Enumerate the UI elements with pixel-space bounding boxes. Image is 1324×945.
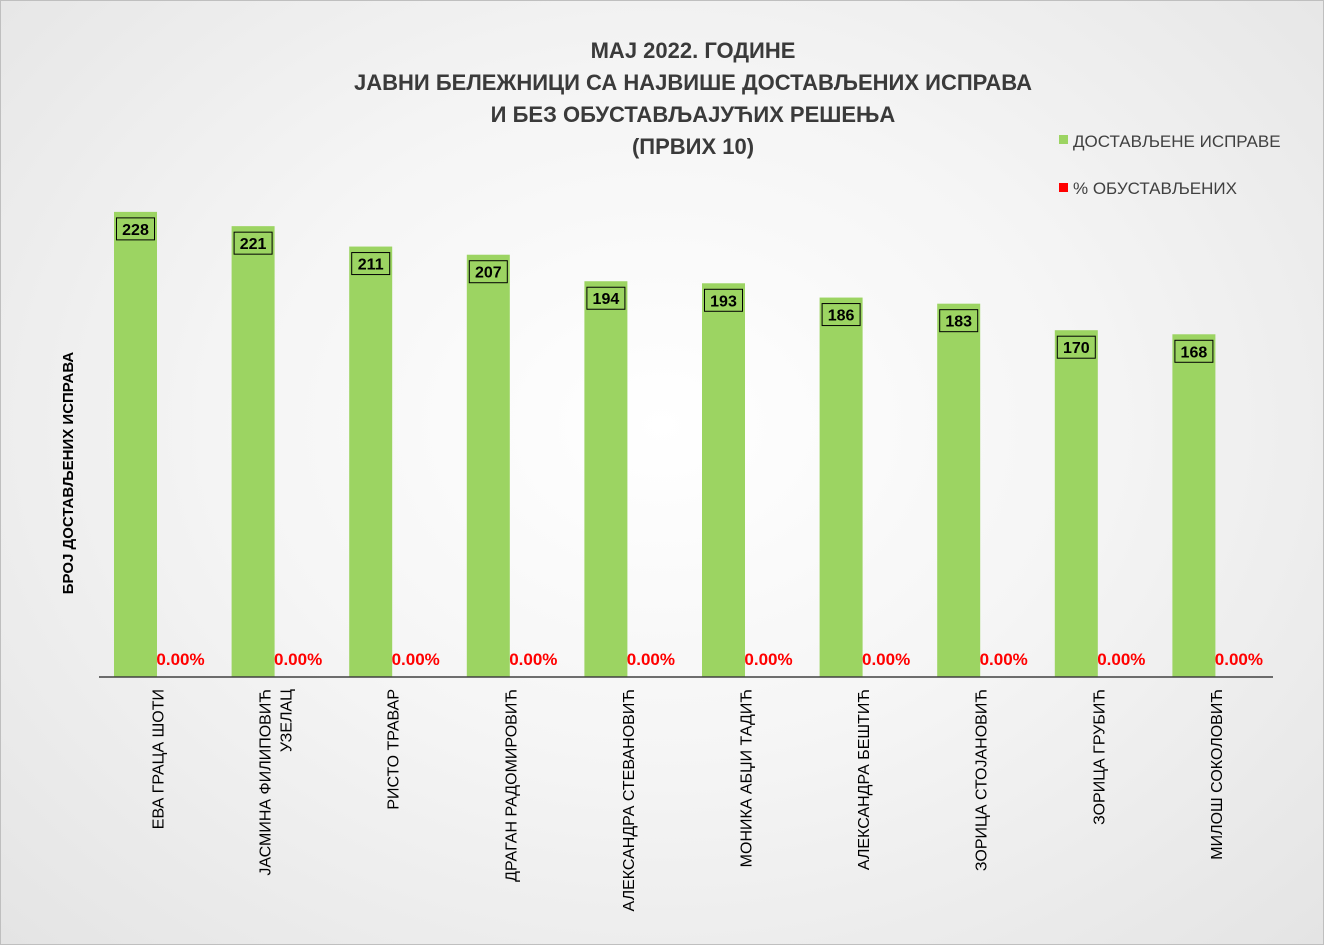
category-label-1: ЕВА ГРАЦА ШОТИ — [151, 689, 168, 829]
pct-label-10: 0.00% — [1215, 650, 1263, 669]
value-label-box-6 — [704, 288, 743, 312]
bar-delivered-4 — [466, 254, 510, 677]
category-label-3: РИСТО ТРАВАР — [386, 689, 403, 810]
bar-delivered-5 — [584, 281, 628, 677]
value-label-7: 186 — [828, 308, 855, 325]
pct-label-6: 0.00% — [744, 650, 792, 669]
category-labels: ЕВА ГРАЦА ШОТИ ЈАСМИНА ФИЛИПОВИЋ УЗЕЛАЦ РИС… — [151, 689, 1226, 912]
bar-delivered-7 — [819, 297, 863, 677]
pct-label-3: 0.00% — [392, 650, 440, 669]
pct-label-7: 0.00% — [862, 650, 910, 669]
y-axis-label: БРОЈ ДОСТАВЉЕНИХ ИСПРАВА — [60, 352, 77, 595]
value-label-6: 193 — [710, 293, 737, 310]
value-label-2: 221 — [240, 236, 267, 253]
pct-label-5: 0.00% — [627, 650, 675, 669]
category-label-6: МОНИКА АБЏИ ТАДИЋ — [739, 689, 756, 867]
value-label-10: 168 — [1181, 344, 1208, 361]
title-line-1: МАЈ 2022. ГОДИНЕ — [591, 38, 796, 63]
bar-delivered-3 — [349, 246, 393, 677]
value-label-9: 170 — [1063, 340, 1090, 357]
value-label-4: 207 — [475, 265, 502, 282]
value-label-box-1 — [116, 217, 155, 241]
bar-delivered-10 — [1172, 334, 1216, 677]
category-label-5: АЛЕКСАНДРА СТЕВАНОВИЋ — [621, 689, 638, 911]
bar-delivered-6 — [702, 283, 745, 677]
value-label-box-9 — [1056, 335, 1096, 359]
bar-delivered-9 — [1054, 330, 1098, 677]
category-label-8: ЗОРИЦА СТОЈАНОВИЋ — [974, 689, 991, 871]
category-label-2-line-1: ЈАСМИНА ФИЛИПОВИЋ — [258, 689, 275, 876]
legend-swatch-suspended-pct — [1059, 183, 1068, 192]
category-label-7: АЛЕКСАНДРА БЕШТИЋ — [856, 689, 873, 870]
category-label-9: ЗОРИЦА ГРУБИЋ — [1091, 689, 1108, 825]
legend-swatch-delivered — [1059, 135, 1068, 144]
legend: ДОСТАВЉЕНЕ ИСПРАВЕ % ОБУСТАВЉЕНИХ — [1059, 132, 1281, 198]
value-label-3: 211 — [358, 257, 384, 274]
value-label-box-3 — [351, 252, 391, 276]
value-label-1: 228 — [122, 222, 149, 239]
category-label-2-line-2: УЗЕЛАЦ — [279, 689, 296, 752]
value-label-box-8 — [939, 309, 979, 333]
title-line-2: ЈАВНИ БЕЛЕЖНИЦИ СА НАЈВИШЕ ДОСТАВЉЕНИХ И… — [354, 70, 1032, 95]
chart-title: МАЈ 2022. ГОДИНЕ ЈАВНИ БЕЛЕЖНИЦИ СА НАЈВ… — [354, 38, 1032, 159]
value-label-box-2 — [233, 231, 273, 255]
value-label-box-7 — [821, 303, 861, 327]
bars-layer: 228 0.00% 221 0.00% 211 0.00% 207 0.00% 194 0.00%… — [114, 211, 1263, 677]
pct-label-4: 0.00% — [509, 650, 557, 669]
bar-delivered-8 — [937, 303, 981, 677]
title-line-3: И БЕЗ ОБУСТАВЉАЈУЋИХ РЕШЕЊА — [491, 102, 896, 127]
category-label-4: ДРАГАН РАДОМИРОВИЋ — [503, 689, 520, 882]
value-label-box-10 — [1174, 339, 1214, 363]
title-line-4: (ПРВИХ 10) — [632, 134, 754, 159]
bar-delivered-2 — [231, 226, 275, 677]
pct-label-8: 0.00% — [980, 650, 1028, 669]
pct-label-1: 0.00% — [156, 650, 204, 669]
legend-label-suspended-pct: % ОБУСТАВЉЕНИХ — [1073, 179, 1237, 198]
bar-delivered-1 — [114, 211, 157, 677]
value-label-8: 183 — [945, 314, 972, 331]
category-label-10: МИЛОШ СОКОЛОВИЋ — [1209, 689, 1226, 860]
value-label-5: 194 — [593, 291, 620, 308]
legend-label-delivered: ДОСТАВЉЕНЕ ИСПРАВЕ — [1073, 132, 1281, 151]
pct-label-2: 0.00% — [274, 650, 322, 669]
pct-label-9: 0.00% — [1097, 650, 1145, 669]
value-label-box-4 — [468, 260, 508, 284]
value-label-box-5 — [586, 286, 626, 310]
